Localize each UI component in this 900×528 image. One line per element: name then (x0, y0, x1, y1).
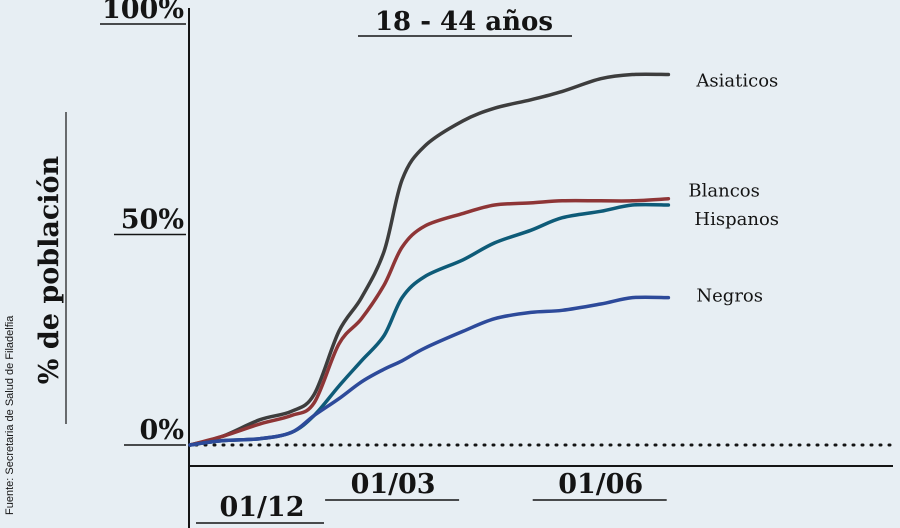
x-ticks: 01/12 01/03 01/06 (196, 469, 667, 524)
y-tick-label: 100% (102, 0, 184, 25)
series-line-negros (188, 295, 671, 447)
y-axis-title: % de población (34, 155, 65, 384)
x-tick-label: 01/03 (351, 469, 436, 500)
series-line-asiaticos (188, 72, 671, 447)
series-label-blancos: Blancos (688, 181, 759, 202)
y-ticks: 0% 50% 100% (100, 0, 895, 447)
y-tick-label: 50% (121, 205, 184, 236)
series-label-hispanos: Hispanos (694, 209, 779, 230)
series-line-hispanos (188, 202, 671, 447)
x-tick-label: 01/06 (558, 469, 643, 500)
x-tick-label: 01/12 (219, 492, 304, 523)
chart-title: 18 - 44 años (375, 7, 553, 37)
source-note: Fuente: Secretaria de Salud de Filadelfi… (4, 315, 16, 515)
series-labels: Asiaticos Blancos Hispanos Negros (688, 71, 779, 307)
y-tick-label: 0% (140, 415, 184, 446)
series-line-blancos (188, 196, 671, 447)
series-lines (188, 72, 671, 447)
series-label-negros: Negros (696, 286, 763, 307)
series-label-asiaticos: Asiaticos (695, 71, 778, 92)
